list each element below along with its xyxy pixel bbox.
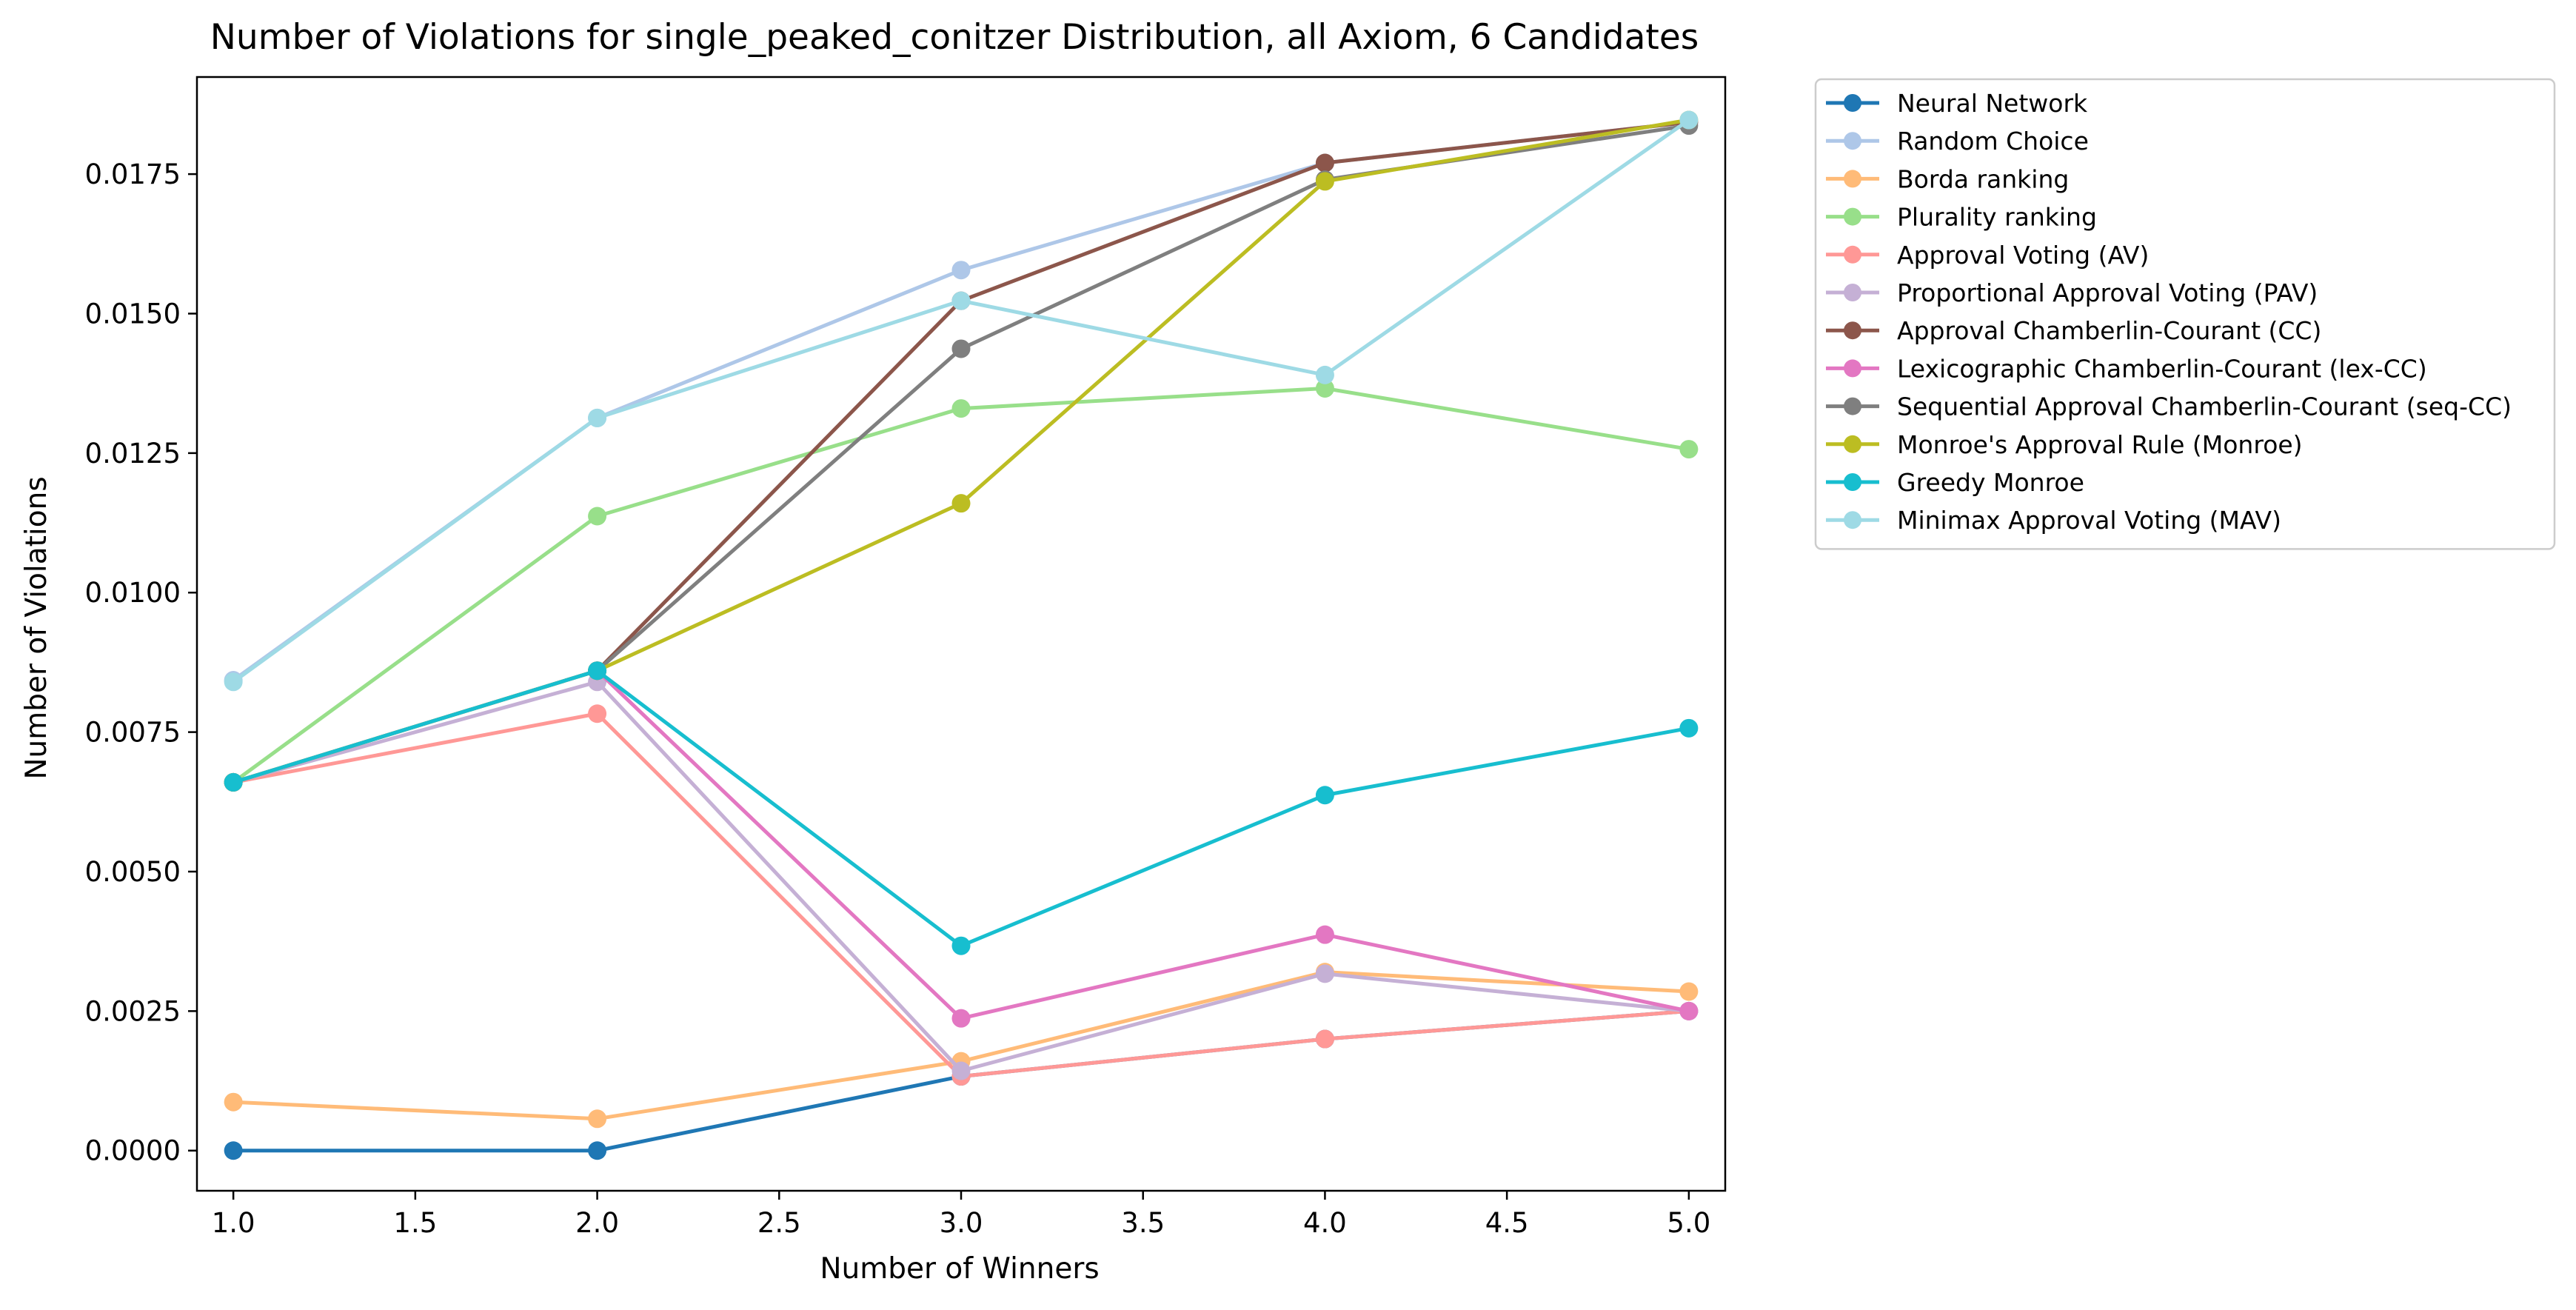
legend-marker bbox=[1844, 321, 1861, 340]
data-point bbox=[951, 936, 971, 955]
data-point bbox=[951, 291, 971, 310]
data-point bbox=[1315, 1029, 1334, 1049]
data-point bbox=[1315, 378, 1334, 398]
y-tick-label: 0.0100 bbox=[85, 577, 181, 609]
data-point bbox=[951, 1009, 971, 1028]
legend-marker bbox=[1844, 245, 1861, 264]
legend-item: Sequential Approval Chamberlin-Courant (… bbox=[1826, 392, 2512, 421]
legend-marker bbox=[1844, 511, 1861, 529]
data-point bbox=[951, 261, 971, 280]
legend-marker bbox=[1844, 132, 1861, 150]
data-point bbox=[588, 1141, 607, 1160]
data-point bbox=[588, 704, 607, 723]
x-tick-label: 3.0 bbox=[940, 1207, 983, 1239]
y-tick-label: 0.0150 bbox=[85, 298, 181, 330]
legend-marker bbox=[1844, 207, 1861, 226]
data-point bbox=[1315, 925, 1334, 944]
legend-label: Plurality ranking bbox=[1897, 203, 2097, 232]
x-tick-label: 2.0 bbox=[575, 1207, 619, 1239]
legend-label: Proportional Approval Voting (PAV) bbox=[1897, 278, 2318, 307]
data-point bbox=[1679, 718, 1699, 738]
legend-label: Minimax Approval Voting (MAV) bbox=[1897, 506, 2281, 535]
data-point bbox=[224, 772, 243, 792]
legend-item: Minimax Approval Voting (MAV) bbox=[1826, 506, 2281, 535]
legend-label: Approval Voting (AV) bbox=[1897, 241, 2149, 270]
legend-item: Lexicographic Chamberlin-Courant (lex-CC… bbox=[1826, 354, 2427, 383]
legend-item: Borda ranking bbox=[1826, 164, 2069, 193]
axis-ticks: 1.0 1.5 2.0 2.5 3.0 3.5 4.0 4.5 5.0 0.0000 0.0025 0… bbox=[85, 158, 1711, 1239]
series-group bbox=[224, 661, 1699, 955]
y-tick-label: 0.0050 bbox=[85, 856, 181, 888]
y-tick-label: 0.0000 bbox=[85, 1135, 181, 1167]
x-tick-label: 1.0 bbox=[212, 1207, 255, 1239]
legend-label: Monroe's Approval Rule (Monroe) bbox=[1897, 430, 2303, 459]
legend-marker bbox=[1844, 435, 1861, 453]
y-tick-label: 0.0025 bbox=[85, 995, 181, 1027]
legend-label: Neural Network bbox=[1897, 89, 2088, 118]
legend-marker bbox=[1844, 473, 1861, 491]
legend-item: Approval Chamberlin-Courant (CC) bbox=[1826, 316, 2321, 345]
data-point bbox=[951, 339, 971, 358]
data-point bbox=[1679, 1001, 1699, 1020]
legend-box bbox=[1814, 78, 2556, 550]
series-group bbox=[224, 110, 1699, 692]
x-axis-label: Number of Winners bbox=[820, 1252, 1099, 1286]
legend-item: Random Choice bbox=[1826, 127, 2089, 156]
data-point bbox=[1315, 964, 1334, 983]
legend-marker bbox=[1844, 397, 1861, 415]
data-point bbox=[951, 399, 971, 418]
legend-label: Lexicographic Chamberlin-Courant (lex-CC… bbox=[1897, 354, 2427, 383]
data-point bbox=[588, 1109, 607, 1129]
data-point bbox=[951, 494, 971, 513]
data-point bbox=[224, 1092, 243, 1112]
data-point bbox=[588, 661, 607, 681]
x-tick-label: 3.5 bbox=[1121, 1207, 1165, 1239]
data-point bbox=[1315, 365, 1334, 384]
legend-label: Sequential Approval Chamberlin-Courant (… bbox=[1897, 392, 2512, 421]
data-point bbox=[224, 1141, 243, 1160]
data-point bbox=[1315, 172, 1334, 191]
x-tick-label: 1.5 bbox=[393, 1207, 437, 1239]
data-point bbox=[588, 507, 607, 526]
legend-item: Greedy Monroe bbox=[1826, 468, 2084, 497]
y-axis-label: Number of Violations bbox=[20, 476, 53, 779]
legend-label: Approval Chamberlin-Courant (CC) bbox=[1897, 316, 2321, 345]
legend-label: Borda ranking bbox=[1897, 164, 2069, 193]
data-point bbox=[1679, 440, 1699, 459]
legend-item: Approval Voting (AV) bbox=[1826, 241, 2149, 270]
legend-marker bbox=[1844, 359, 1861, 378]
data-point bbox=[224, 672, 243, 692]
data-point bbox=[588, 408, 607, 427]
x-tick-label: 2.5 bbox=[757, 1207, 801, 1239]
x-tick-label: 4.0 bbox=[1303, 1207, 1347, 1239]
plot-area bbox=[224, 110, 1699, 1160]
data-point bbox=[951, 1061, 971, 1080]
data-point bbox=[1679, 110, 1699, 130]
data-point bbox=[1315, 786, 1334, 805]
y-tick-label: 0.0125 bbox=[85, 438, 181, 469]
legend-item: Plurality ranking bbox=[1826, 203, 2097, 232]
x-tick-label: 5.0 bbox=[1667, 1207, 1710, 1239]
legend-item: Proportional Approval Voting (PAV) bbox=[1826, 278, 2318, 307]
legend-item: Neural Network bbox=[1826, 89, 2088, 118]
legend-marker bbox=[1844, 284, 1861, 301]
legend-label: Random Choice bbox=[1897, 127, 2089, 156]
plot-frame bbox=[195, 76, 1727, 1192]
legend-marker bbox=[1844, 94, 1861, 112]
data-point bbox=[1315, 153, 1334, 173]
data-point bbox=[1679, 982, 1699, 1001]
x-tick-label: 4.5 bbox=[1485, 1207, 1529, 1239]
y-tick-label: 0.0175 bbox=[85, 158, 181, 190]
legend-item: Monroe's Approval Rule (Monroe) bbox=[1826, 430, 2303, 459]
chart-title: Number of Violations for single_peaked_c… bbox=[210, 17, 1699, 58]
y-tick-label: 0.0075 bbox=[85, 717, 181, 749]
legend: Neural Network Random Choice Borda ranking… bbox=[1814, 78, 2556, 550]
legend-label: Greedy Monroe bbox=[1897, 468, 2084, 497]
legend-marker bbox=[1844, 170, 1861, 188]
